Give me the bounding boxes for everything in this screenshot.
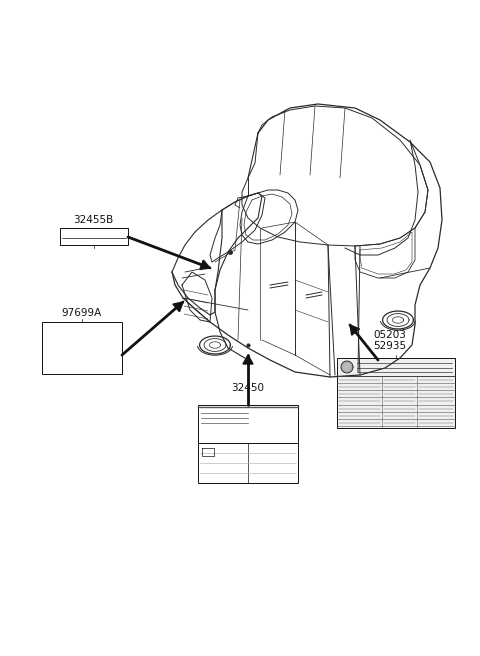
Polygon shape [200,260,210,270]
Text: 32455B: 32455B [73,215,113,225]
Bar [42,322,122,374]
Text: 52935: 52935 [373,341,407,351]
Text: 32450: 32450 [231,383,264,393]
Text: 97699A: 97699A [62,308,102,318]
Bar [198,405,298,483]
Polygon shape [243,355,253,364]
Polygon shape [342,362,352,372]
Text: 05203: 05203 [373,330,407,340]
Bar [337,358,455,428]
Bar [60,228,128,245]
Polygon shape [350,325,360,335]
Polygon shape [173,302,183,312]
